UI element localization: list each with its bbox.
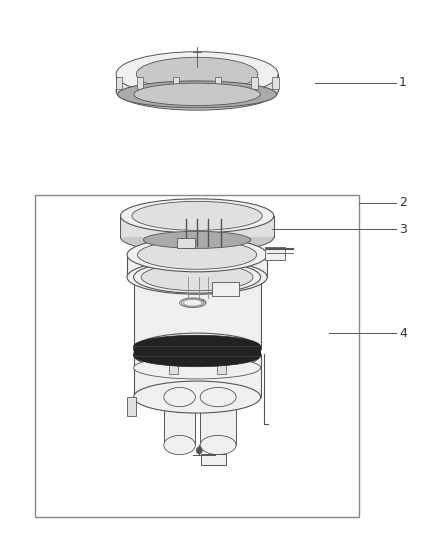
Bar [134,354,261,397]
Bar [272,77,279,89]
Text: 4: 4 [399,327,407,340]
Ellipse shape [134,333,261,365]
Ellipse shape [134,344,261,367]
Bar [127,255,267,277]
Ellipse shape [118,81,276,108]
Text: 2: 2 [399,196,407,209]
Ellipse shape [134,261,261,293]
Ellipse shape [134,335,261,358]
Bar [134,277,261,349]
Ellipse shape [134,357,261,379]
Bar [116,74,278,91]
Ellipse shape [127,260,267,294]
Ellipse shape [200,435,236,455]
Ellipse shape [200,387,236,407]
Text: 3: 3 [399,223,407,236]
Ellipse shape [116,52,278,96]
Bar [134,346,261,356]
Ellipse shape [134,83,260,106]
Ellipse shape [134,338,261,370]
Ellipse shape [141,263,253,291]
Bar [35,195,359,517]
Bar [212,282,239,296]
Bar [251,77,258,89]
Bar [169,364,178,374]
Ellipse shape [143,231,251,248]
Ellipse shape [127,238,267,272]
Bar [201,454,226,465]
Bar [164,397,195,445]
Bar [200,397,236,445]
Bar [215,77,221,89]
Bar [137,77,143,89]
Text: 1: 1 [399,76,407,89]
Ellipse shape [136,58,258,91]
Bar [177,238,195,248]
Circle shape [197,447,202,454]
Ellipse shape [116,72,278,110]
Ellipse shape [120,222,274,253]
Ellipse shape [138,240,257,269]
Ellipse shape [120,199,274,233]
Bar [120,216,274,237]
Ellipse shape [132,201,262,230]
Bar [116,77,122,89]
Bar [265,247,285,260]
FancyBboxPatch shape [127,397,136,416]
Ellipse shape [134,381,261,413]
Ellipse shape [164,435,195,455]
Ellipse shape [164,387,195,407]
Bar [173,77,180,89]
Bar [217,364,226,374]
